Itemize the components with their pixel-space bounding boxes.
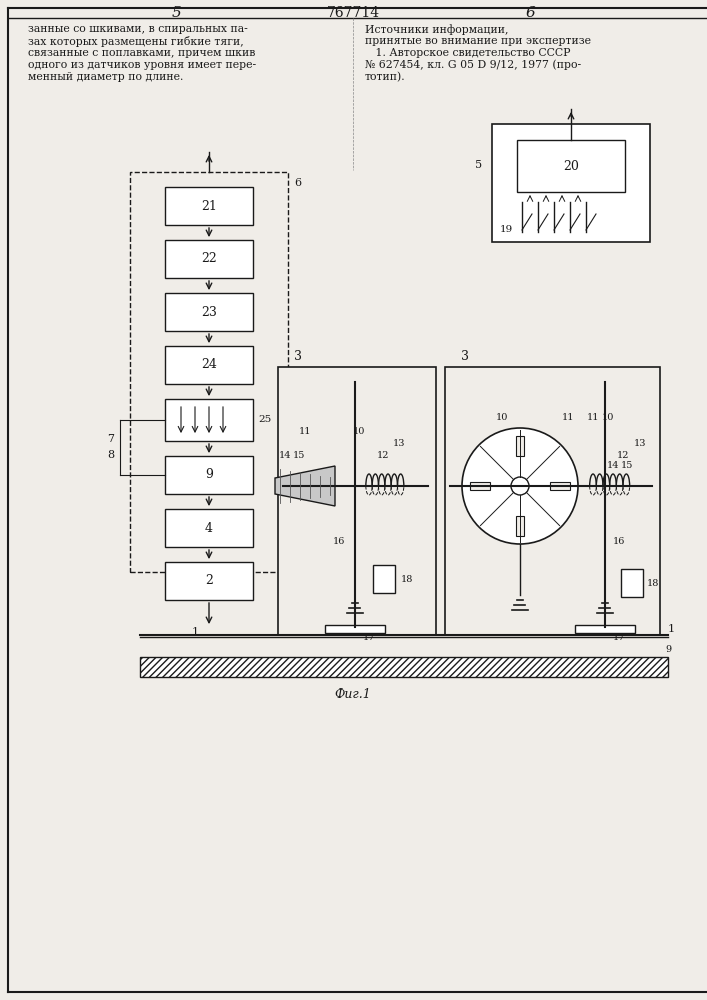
- Bar: [140, 657, 668, 677]
- Bar: [165, 562, 253, 600]
- Text: 16: 16: [333, 536, 345, 546]
- Text: 10: 10: [602, 414, 614, 422]
- Bar: [445, 367, 660, 635]
- Text: 3: 3: [461, 351, 469, 363]
- Bar: [165, 187, 253, 225]
- Text: 6: 6: [294, 178, 301, 188]
- Text: Источники информации,
принятые во внимание при экспертизе
   1. Авторское свидет: Источники информации, принятые во вниман…: [365, 24, 591, 82]
- Text: 10: 10: [496, 414, 508, 422]
- Bar: [492, 124, 650, 242]
- Bar: [165, 456, 253, 494]
- Polygon shape: [275, 466, 335, 506]
- Bar: [516, 516, 524, 536]
- Bar: [373, 565, 395, 593]
- Text: 6: 6: [525, 6, 535, 20]
- Text: 10: 10: [353, 426, 366, 436]
- Bar: [325, 625, 385, 633]
- Text: 11: 11: [299, 426, 311, 436]
- Text: 12: 12: [377, 452, 390, 460]
- Text: 18: 18: [401, 574, 414, 584]
- Bar: [470, 482, 490, 490]
- Bar: [550, 482, 570, 490]
- Text: 4: 4: [205, 522, 213, 534]
- Text: 25: 25: [258, 416, 271, 424]
- Bar: [165, 293, 253, 331]
- Text: 1: 1: [192, 627, 199, 637]
- Text: 14: 14: [607, 462, 619, 471]
- Text: 5: 5: [172, 6, 182, 20]
- Text: 767714: 767714: [327, 6, 380, 20]
- Text: 7: 7: [107, 434, 114, 444]
- Text: 9: 9: [665, 645, 671, 654]
- Bar: [165, 399, 253, 441]
- Text: 22: 22: [201, 252, 217, 265]
- Bar: [130, 172, 288, 572]
- Text: 1: 1: [668, 624, 675, 634]
- Bar: [165, 509, 253, 547]
- Circle shape: [462, 428, 578, 544]
- Text: Фиг.1: Фиг.1: [334, 688, 371, 702]
- Text: 23: 23: [201, 306, 217, 318]
- Text: 3: 3: [294, 351, 302, 363]
- Bar: [165, 346, 253, 384]
- Text: 16: 16: [613, 536, 625, 546]
- Bar: [516, 436, 524, 456]
- Text: 21: 21: [201, 200, 217, 213]
- Text: 11: 11: [562, 414, 574, 422]
- Text: 5: 5: [475, 160, 482, 170]
- Bar: [575, 625, 635, 633]
- Text: 19: 19: [500, 225, 513, 234]
- Text: 13: 13: [633, 440, 646, 448]
- Text: 20: 20: [563, 159, 579, 172]
- Text: 24: 24: [201, 359, 217, 371]
- Text: 13: 13: [393, 440, 405, 448]
- Text: 8: 8: [107, 450, 114, 460]
- Circle shape: [511, 477, 529, 495]
- Text: 12: 12: [617, 452, 629, 460]
- Text: 2: 2: [205, 574, 213, 587]
- Text: 18: 18: [647, 578, 660, 587]
- Bar: [278, 367, 436, 635]
- Text: 15: 15: [621, 462, 633, 471]
- Text: 14: 14: [279, 452, 291, 460]
- Text: 15: 15: [293, 452, 305, 460]
- Bar: [517, 140, 625, 192]
- Text: 11: 11: [587, 414, 600, 422]
- Bar: [165, 240, 253, 278]
- Text: занные со шкивами, в спиральных па-
зах которых размещены гибкие тяги,
связанные: занные со шкивами, в спиральных па- зах …: [28, 24, 256, 82]
- Text: 9: 9: [205, 468, 213, 482]
- Bar: [621, 569, 643, 597]
- Text: 17: 17: [613, 633, 626, 642]
- Text: 17: 17: [363, 633, 375, 642]
